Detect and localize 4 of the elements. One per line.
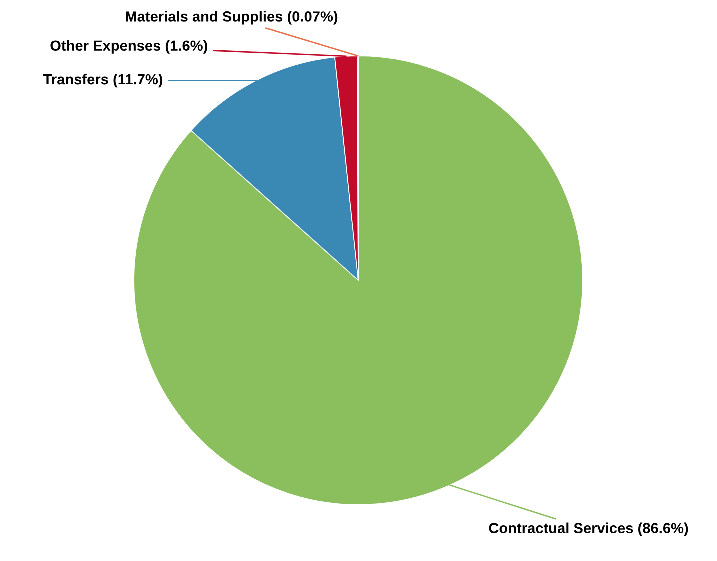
slice-label: Contractual Services (86.6%): [489, 522, 688, 536]
slice-label: Transfers (11.7%): [43, 74, 163, 88]
slice-label: Other Expenses (1.6%): [50, 40, 208, 54]
slice-label: Materials and Supplies (0.07%): [126, 11, 338, 25]
